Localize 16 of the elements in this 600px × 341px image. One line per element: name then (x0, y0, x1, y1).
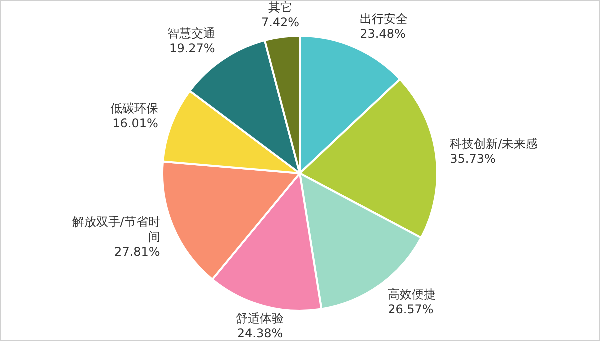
slice-label: 其它 (268, 0, 293, 14)
slice-label: 出行安全 (360, 12, 408, 26)
slice-label: 科技创新/未来感 (450, 137, 538, 152)
data-label: 35.73% (450, 152, 496, 166)
slice-label: 解放双手/节省时间 (72, 215, 160, 244)
data-label: 19.27% (170, 41, 216, 56)
data-label: 23.48% (360, 27, 406, 42)
data-label: 26.57% (388, 302, 434, 316)
data-label: 27.81% (114, 245, 160, 260)
slice-label: 低碳环保 (110, 101, 158, 116)
slice-label: 舒适体验 (236, 312, 284, 326)
slice-label: 高效便捷 (388, 287, 436, 302)
slice-label: 智慧交通 (167, 26, 216, 40)
data-label: 24.38% (237, 326, 284, 341)
data-label: 7.42% (261, 15, 300, 30)
data-label: 16.01% (112, 116, 158, 130)
